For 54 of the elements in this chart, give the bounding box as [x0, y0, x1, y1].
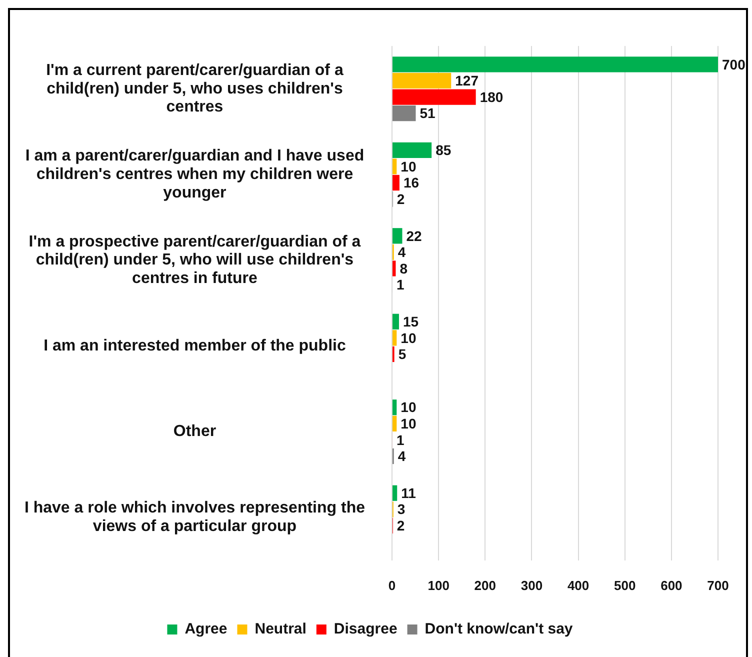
x-tick-label: 0 [388, 578, 396, 593]
data-label: 127 [455, 72, 479, 89]
x-tick-label: 300 [520, 578, 543, 593]
data-label: 15 [402, 313, 419, 330]
data-label: 10 [400, 158, 416, 174]
bar [392, 416, 397, 432]
x-tick-label: 400 [567, 578, 590, 593]
bar [392, 174, 400, 191]
data-label: 22 [406, 228, 422, 244]
data-label: 16 [403, 174, 420, 191]
y-tick-label: I am a parent/carer/guardian and I have used children's centres when my children were younger [25, 148, 364, 202]
data-label: 10 [400, 399, 416, 416]
legend-label: Neutral [254, 620, 306, 638]
data-label: 5 [398, 346, 406, 362]
data-label: 2 [396, 518, 405, 534]
y-tick-label: I'm a current parent/carer/guardian of a child(ren) under 5, who uses children's centres [46, 62, 344, 116]
bar [392, 314, 399, 330]
bar [392, 72, 452, 89]
bar [392, 330, 397, 346]
x-tick-label: 100 [428, 578, 450, 593]
bar [392, 142, 432, 158]
bar [392, 158, 397, 174]
data-label: 1 [396, 276, 404, 293]
bar [392, 89, 476, 105]
bar [392, 400, 397, 416]
data-label: 85 [436, 142, 452, 158]
data-label: 8 [400, 260, 408, 276]
y-tick-label: I have a role which involves representing the views of a particular group [24, 500, 366, 536]
data-label: 700 [722, 56, 746, 72]
legend-label: Disagree [334, 620, 398, 638]
data-label: 4 [398, 244, 406, 260]
data-label: 3 [397, 501, 406, 518]
data-label: 1 [396, 432, 404, 448]
legend-label: Don't know/can't say [424, 620, 574, 638]
legend-label: Agree [184, 620, 228, 638]
x-tick-label: 500 [614, 578, 636, 593]
data-label: 51 [420, 105, 436, 122]
bar [392, 485, 398, 501]
bar [392, 228, 402, 244]
bar [392, 260, 396, 276]
bar [392, 56, 718, 72]
x-tick-label: 200 [474, 578, 496, 593]
data-label: 10 [400, 330, 416, 346]
y-tick-label: I am an interested member of the public [44, 337, 346, 354]
data-label: 2 [396, 190, 405, 207]
y-tick-label: Other [173, 423, 216, 440]
y-tick-label: I'm a prospective parent/carer/guardian of a child(ren) under 5, who will use children's centres in future [28, 233, 361, 288]
data-label: 180 [480, 88, 504, 105]
data-label: 10 [400, 416, 416, 432]
x-tick-label: 700 [707, 578, 729, 593]
x-tick-label: 600 [660, 578, 682, 593]
data-label: 11 [401, 484, 416, 501]
bar [392, 105, 416, 122]
data-label: 4 [398, 448, 406, 464]
